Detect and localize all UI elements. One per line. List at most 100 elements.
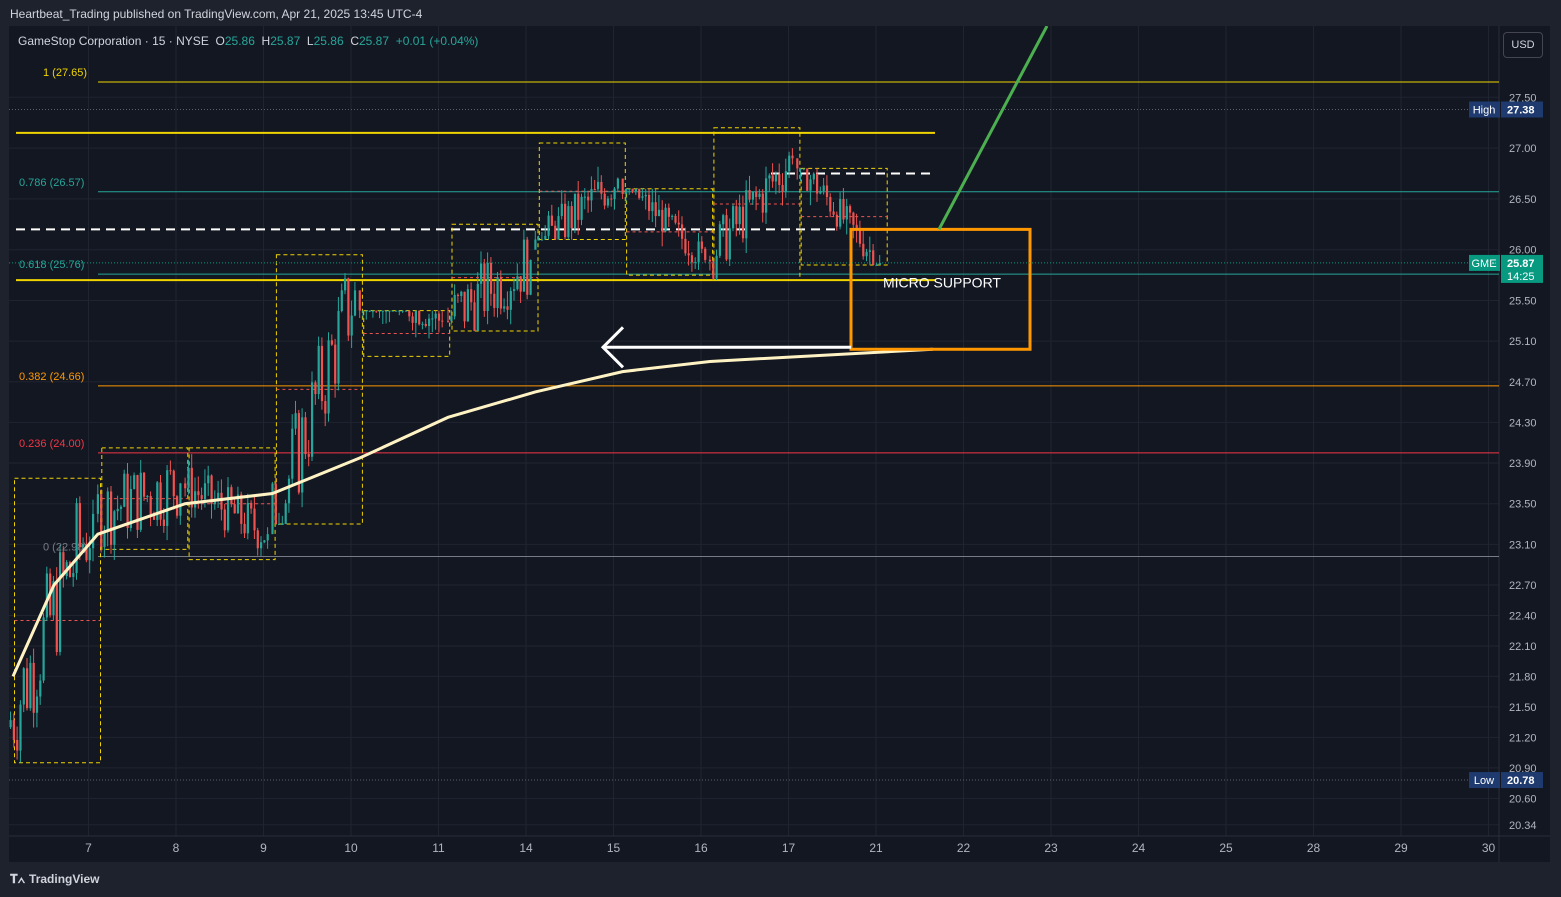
y-tick-label: 27.00 bbox=[1509, 143, 1537, 155]
candle-body bbox=[616, 178, 619, 189]
candle-body bbox=[812, 173, 815, 180]
candle-body bbox=[540, 239, 544, 241]
candle-body bbox=[179, 483, 182, 516]
fib-label: 0.618 (25.76) bbox=[19, 259, 84, 271]
candle-body bbox=[718, 224, 721, 256]
candle-body bbox=[460, 291, 463, 297]
candle-body bbox=[243, 523, 246, 534]
candle-body bbox=[529, 259, 532, 295]
candle-body bbox=[217, 492, 220, 501]
symbol-exchange: NYSE bbox=[176, 34, 209, 48]
candle-body bbox=[100, 494, 103, 548]
candle-body bbox=[149, 495, 152, 515]
candle-body bbox=[421, 323, 424, 325]
candle-body bbox=[852, 212, 855, 225]
candle-body bbox=[184, 483, 187, 489]
brand-name: TradingView bbox=[29, 872, 100, 886]
candle-body bbox=[344, 278, 347, 291]
candle-body bbox=[143, 472, 146, 497]
candle-body bbox=[136, 475, 139, 530]
candle-body bbox=[385, 310, 388, 312]
candle-body bbox=[748, 190, 751, 200]
y-tick-label: 21.20 bbox=[1509, 732, 1537, 744]
candle-body bbox=[401, 310, 404, 312]
candle-body bbox=[253, 508, 256, 531]
candle-body bbox=[294, 413, 297, 429]
candle-body bbox=[110, 491, 113, 545]
y-tick-label: 25.50 bbox=[1509, 296, 1537, 308]
candle-body bbox=[661, 209, 664, 232]
candle-body bbox=[139, 472, 142, 530]
candle-body bbox=[388, 310, 391, 312]
x-tick-label: 22 bbox=[957, 841, 971, 855]
brand-footer[interactable]: 𝐓∧ TradingView bbox=[10, 872, 100, 887]
candle-body bbox=[878, 262, 881, 265]
candle-body bbox=[526, 239, 529, 295]
x-tick-label: 23 bbox=[1044, 841, 1058, 855]
candle-body bbox=[55, 581, 58, 652]
price-tag-value-bg bbox=[1501, 772, 1543, 789]
candle-body bbox=[600, 181, 603, 194]
candle-body bbox=[434, 313, 437, 319]
candle-body bbox=[835, 214, 838, 227]
candle-body bbox=[590, 189, 593, 201]
tradingview-logo-icon: 𝐓∧ bbox=[10, 872, 26, 886]
candle-body bbox=[722, 215, 725, 225]
candle-body bbox=[194, 491, 197, 508]
candle-body bbox=[304, 417, 307, 455]
candle-body bbox=[129, 488, 132, 528]
candle-body bbox=[613, 188, 616, 200]
vwap-line bbox=[11, 347, 934, 678]
candle-body bbox=[791, 155, 794, 159]
candle-body bbox=[486, 262, 489, 312]
candle-body bbox=[560, 203, 563, 217]
candle-body bbox=[395, 310, 398, 312]
x-tick-label: 14 bbox=[519, 841, 533, 855]
candle-body bbox=[694, 261, 697, 263]
candle-body bbox=[728, 228, 731, 260]
candle-body bbox=[868, 250, 871, 252]
candle-body bbox=[42, 617, 45, 681]
candle-body bbox=[872, 250, 875, 265]
y-tick-label: 24.70 bbox=[1509, 377, 1537, 389]
candle-body bbox=[271, 483, 274, 535]
candle-body bbox=[68, 562, 72, 577]
candle-body bbox=[774, 174, 778, 182]
candle-body bbox=[547, 215, 550, 236]
candle-body bbox=[765, 178, 768, 213]
candle-body bbox=[106, 491, 109, 532]
fib-label: 0.786 (26.57) bbox=[19, 177, 84, 189]
currency-button[interactable]: USD bbox=[1503, 32, 1543, 58]
candle-body bbox=[624, 188, 628, 194]
candle-body bbox=[799, 168, 802, 170]
candle-body bbox=[816, 173, 819, 194]
candle-body bbox=[92, 513, 95, 549]
chart-canvas[interactable]: 1 (27.65) 0.786 (26.57) 0.618 (25.76) 0.382… bbox=[9, 26, 1550, 862]
candle-body bbox=[771, 175, 774, 182]
x-tick-label: 17 bbox=[782, 841, 796, 855]
candle-body bbox=[72, 573, 75, 577]
fib-label: 0.236 (24.00) bbox=[19, 438, 84, 450]
candle-body bbox=[159, 482, 162, 520]
candle-body bbox=[671, 215, 674, 217]
candle-body bbox=[311, 382, 314, 457]
open-label: O bbox=[215, 34, 225, 48]
candle-body bbox=[480, 263, 483, 284]
candle-body bbox=[610, 198, 613, 200]
candle-body bbox=[809, 179, 812, 191]
symbol-legend: GameStop Corporation · 15 · NYSE O25.86 … bbox=[18, 34, 479, 48]
candle-body bbox=[704, 248, 707, 260]
candle-body bbox=[606, 198, 610, 206]
candle-body bbox=[78, 503, 81, 548]
candle-body bbox=[404, 310, 408, 312]
chart-frame[interactable]: 1 (27.65) 0.786 (26.57) 0.618 (25.76) 0.382… bbox=[9, 26, 1550, 862]
candle-body bbox=[428, 318, 431, 326]
candle-body bbox=[806, 168, 809, 191]
candle-body bbox=[550, 215, 553, 226]
candle-body bbox=[641, 196, 644, 198]
candle-body bbox=[307, 454, 310, 457]
candle-body bbox=[59, 552, 62, 652]
candle-body bbox=[470, 289, 473, 303]
x-tick-label: 29 bbox=[1394, 841, 1408, 855]
price-tag-name: GME bbox=[1471, 258, 1496, 270]
